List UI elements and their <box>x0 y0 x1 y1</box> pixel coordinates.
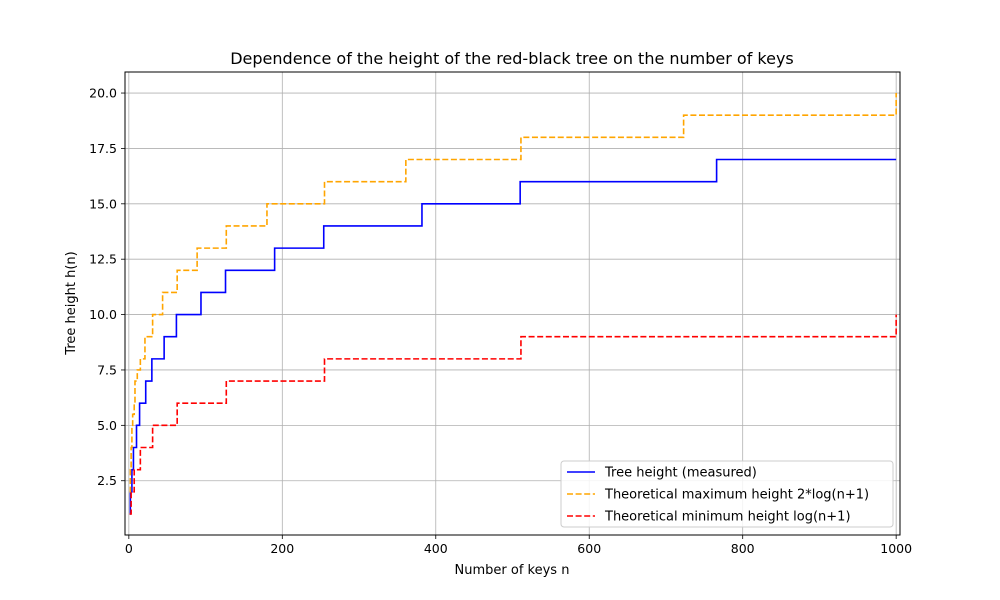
legend: Tree height (measured) Theoretical maximu… <box>560 460 894 528</box>
tick-marks <box>121 92 897 539</box>
series-line-2 <box>129 314 897 515</box>
legend-label-1: Theoretical maximum height 2*log(n+1) <box>604 488 869 503</box>
legend-label-0: Tree height (measured) <box>604 466 757 481</box>
legend-label-2: Theoretical minimum height log(n+1) <box>604 510 851 525</box>
y-axis-label: Tree height h(n) <box>64 251 79 355</box>
chart-title: Dependence of the height of the red-blac… <box>230 49 794 68</box>
y-tick-label: 15.0 <box>89 196 117 211</box>
series-line-0 <box>129 158 897 515</box>
y-tick-label: 17.5 <box>89 141 117 156</box>
y-tick-label: 10.0 <box>89 307 117 322</box>
y-tick-label: 20.0 <box>89 86 117 101</box>
x-tick-label: 0 <box>125 541 133 556</box>
x-tick-label: 800 <box>731 541 755 556</box>
x-tick-label: 200 <box>270 541 294 556</box>
y-tick-label: 7.5 <box>97 362 117 377</box>
legend-box <box>560 460 894 528</box>
series-line-1 <box>129 93 897 493</box>
x-tick-label: 1000 <box>880 541 912 556</box>
y-tick-label: 5.0 <box>97 418 117 433</box>
x-tick-label: 600 <box>577 541 601 556</box>
axes-frame <box>124 71 901 536</box>
x-tick-label: 400 <box>424 541 448 556</box>
series-layer <box>129 93 897 515</box>
y-tick-label: 12.5 <box>89 252 117 267</box>
y-tick-label: 2.5 <box>97 473 117 488</box>
grid-lines <box>125 72 900 535</box>
x-axis-label: Number of keys n <box>455 563 570 578</box>
